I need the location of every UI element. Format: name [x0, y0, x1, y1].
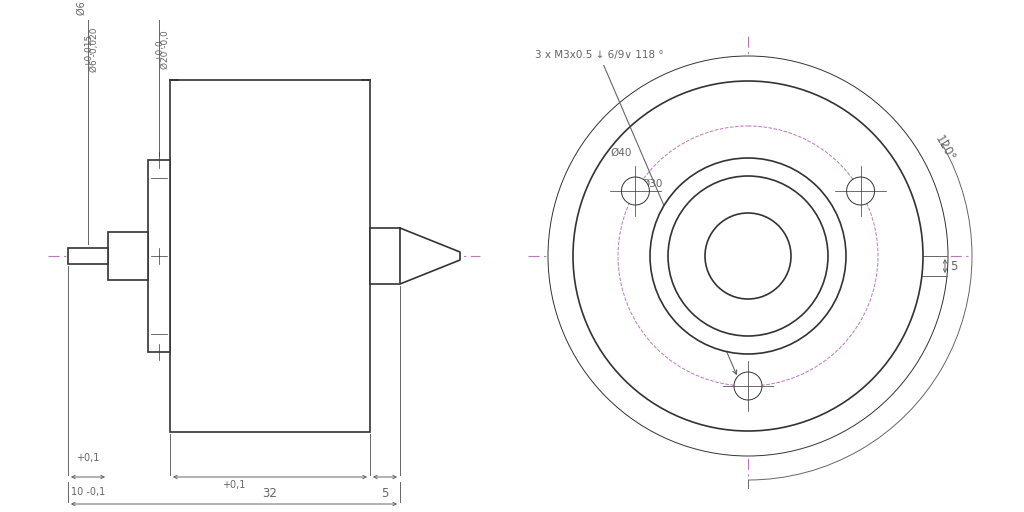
- Bar: [170, 80, 370, 432]
- Text: 10 -0,1: 10 -0,1: [71, 487, 105, 497]
- Text: Ø40: Ø40: [610, 147, 632, 158]
- Bar: [148, 160, 170, 352]
- Circle shape: [650, 158, 846, 354]
- Text: +0,1: +0,1: [222, 480, 246, 490]
- Polygon shape: [400, 228, 460, 284]
- Text: 5: 5: [381, 487, 389, 500]
- Circle shape: [573, 81, 923, 431]
- Text: 32: 32: [262, 487, 278, 500]
- Text: 5: 5: [950, 260, 957, 272]
- Text: 3 x M3x0.5 ↓ 6/9∨ 118 °: 3 x M3x0.5 ↓ 6/9∨ 118 °: [535, 50, 736, 374]
- Text: +0,015: +0,015: [84, 33, 93, 67]
- Circle shape: [548, 56, 948, 456]
- Text: +0,1: +0,1: [77, 453, 99, 463]
- Circle shape: [734, 372, 762, 400]
- Text: Ø20 -0,0: Ø20 -0,0: [161, 31, 170, 69]
- Text: Ø30: Ø30: [641, 179, 663, 189]
- Circle shape: [622, 177, 649, 205]
- Text: 120°: 120°: [932, 133, 957, 164]
- Circle shape: [668, 176, 828, 336]
- Bar: [370, 228, 400, 284]
- Circle shape: [705, 213, 791, 299]
- Circle shape: [847, 177, 874, 205]
- Text: Ø6 -0,020: Ø6 -0,020: [77, 0, 87, 15]
- Text: Ø6 -0,020: Ø6 -0,020: [90, 28, 99, 72]
- Text: +0,0: +0,0: [155, 39, 164, 61]
- Bar: [108, 232, 148, 280]
- Bar: [68, 248, 108, 264]
